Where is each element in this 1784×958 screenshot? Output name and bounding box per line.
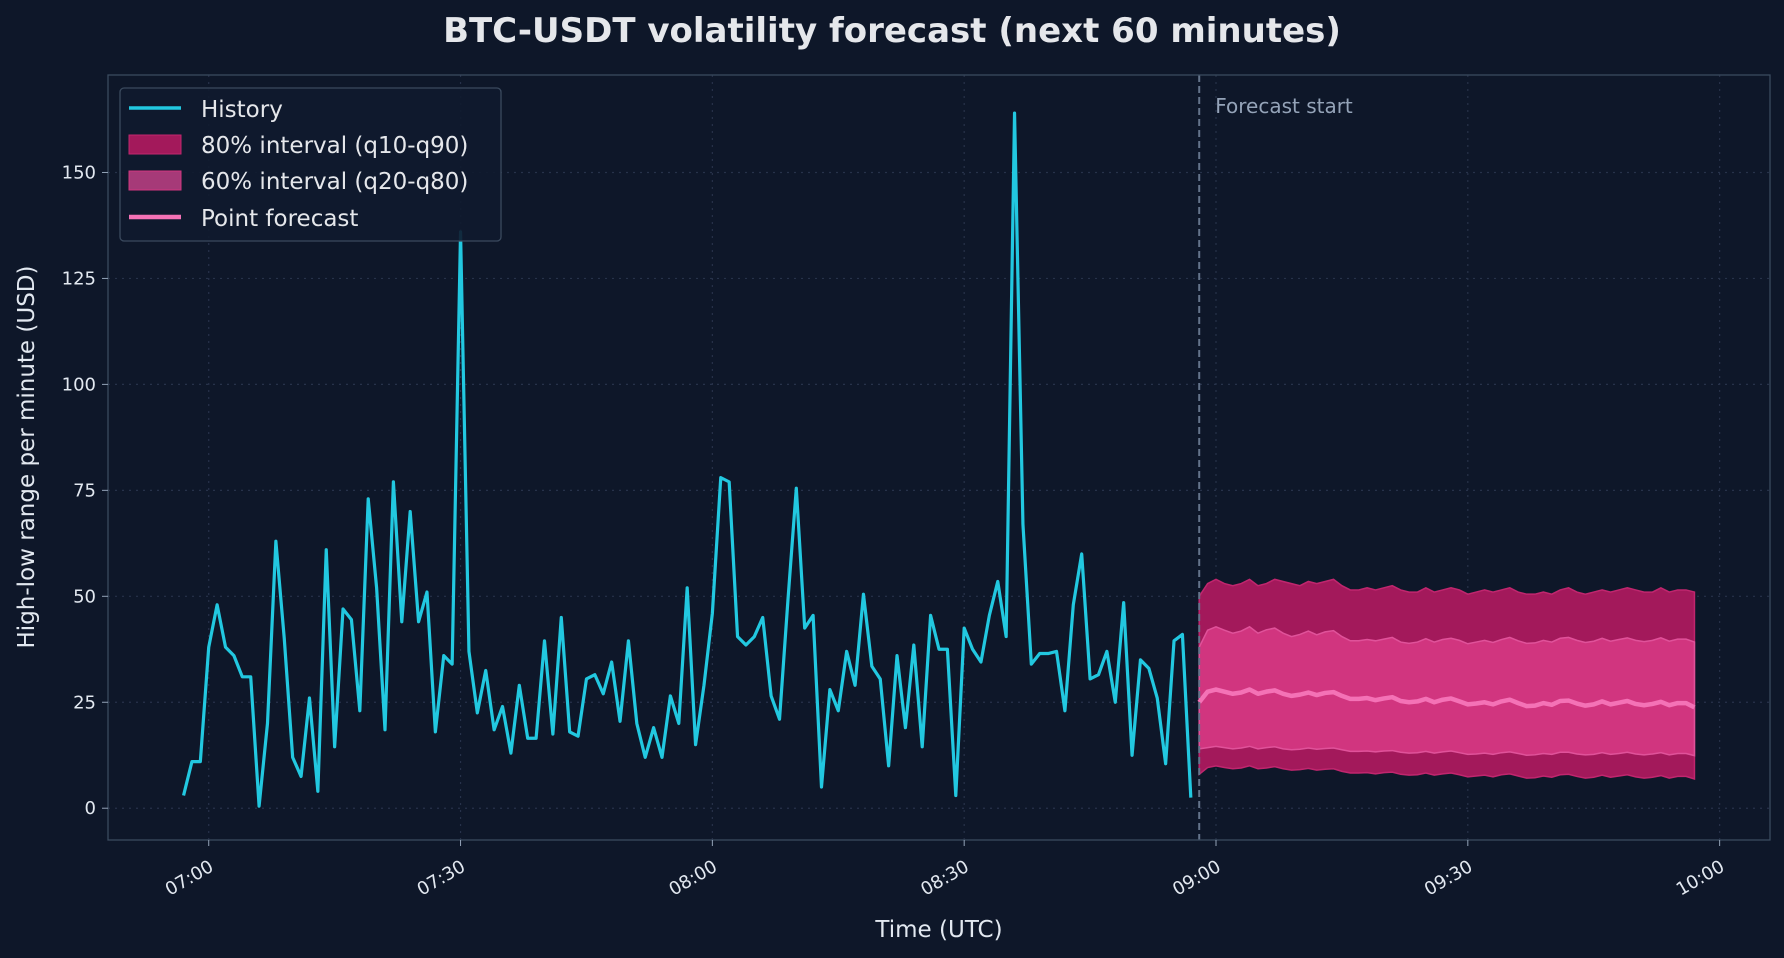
- y-tick-label: 100: [62, 374, 96, 395]
- forecast-start-annotation: Forecast start: [1198, 75, 1353, 840]
- legend-label-point: Point forecast: [201, 206, 358, 232]
- forecast-start-label: Forecast start: [1215, 94, 1353, 118]
- series-lines: [181, 111, 1696, 808]
- legend-swatch-80: [128, 134, 182, 155]
- legend-label-60: 60% interval (q20-q80): [201, 169, 468, 195]
- y-tick-label: 75: [73, 480, 96, 501]
- plot-frame: [107, 74, 1771, 841]
- history-line: [181, 111, 1193, 808]
- legend-box: [119, 87, 502, 242]
- legend-label-history: History: [201, 97, 283, 123]
- y-tick-label: 125: [62, 268, 96, 289]
- legend-label-80: 80% interval (q10-q90): [201, 133, 468, 159]
- forecast-bands: [1198, 578, 1696, 780]
- y-axis-label: High-low range per minute (USD): [14, 266, 40, 649]
- band-60-interval: [1198, 625, 1696, 757]
- y-tick-label: 25: [73, 692, 96, 713]
- y-tick-label: 50: [73, 586, 96, 607]
- y-tick-label: 0: [85, 798, 96, 819]
- chart-title: BTC-USDT volatility forecast (next 60 mi…: [443, 11, 1341, 51]
- point-forecast-line: [1197, 687, 1696, 710]
- legend-swatch-60: [128, 170, 182, 191]
- legend: History 80% interval (q10-q90) 60% inter…: [119, 87, 502, 242]
- y-tick-label: 150: [62, 162, 96, 183]
- x-axis-label: Time (UTC): [874, 917, 1002, 943]
